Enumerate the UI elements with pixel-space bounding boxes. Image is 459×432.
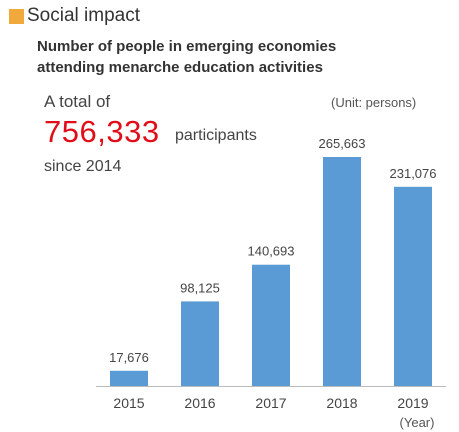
bar-2018: [323, 157, 361, 386]
bar-2019: [394, 186, 432, 386]
value-label-2015: 17,676: [109, 350, 149, 365]
bars-group: [110, 157, 432, 386]
x-tick-label-2018: 2018: [326, 395, 357, 411]
total-suffix-text: participants: [175, 127, 257, 144]
section-title: Social impact: [27, 5, 140, 26]
x-tick-label-2019: 2019: [397, 395, 428, 411]
bar-2017: [252, 264, 290, 386]
value-labels-group: 17,676 98,125 140,693 265,663 231,076: [109, 136, 436, 365]
since-year-text: since 2014: [44, 158, 122, 175]
bar-2015: [110, 370, 148, 386]
x-tick-label-2016: 2016: [184, 395, 215, 411]
total-prefix-text: A total of: [44, 92, 111, 111]
x-axis-label: (Year): [400, 415, 435, 430]
value-label-2016: 98,125: [180, 280, 220, 295]
unit-label: (Unit: persons): [331, 95, 417, 110]
chart-subtitle-line-2: attending menarche education activities: [37, 59, 323, 76]
x-tick-label-2015: 2015: [113, 395, 144, 411]
x-tick-label-2017: 2017: [255, 395, 286, 411]
bar-2016: [181, 301, 219, 386]
x-tick-labels-group: 2015 2016 2017 2018 2019: [113, 395, 428, 411]
value-label-2017: 140,693: [248, 244, 295, 259]
value-label-2018: 265,663: [319, 136, 366, 151]
value-label-2019: 231,076: [390, 166, 437, 181]
total-participants-number: 756,333: [44, 114, 160, 149]
chart-subtitle-line-1: Number of people in emerging economies: [37, 38, 337, 55]
section-marker-square: [9, 9, 24, 24]
